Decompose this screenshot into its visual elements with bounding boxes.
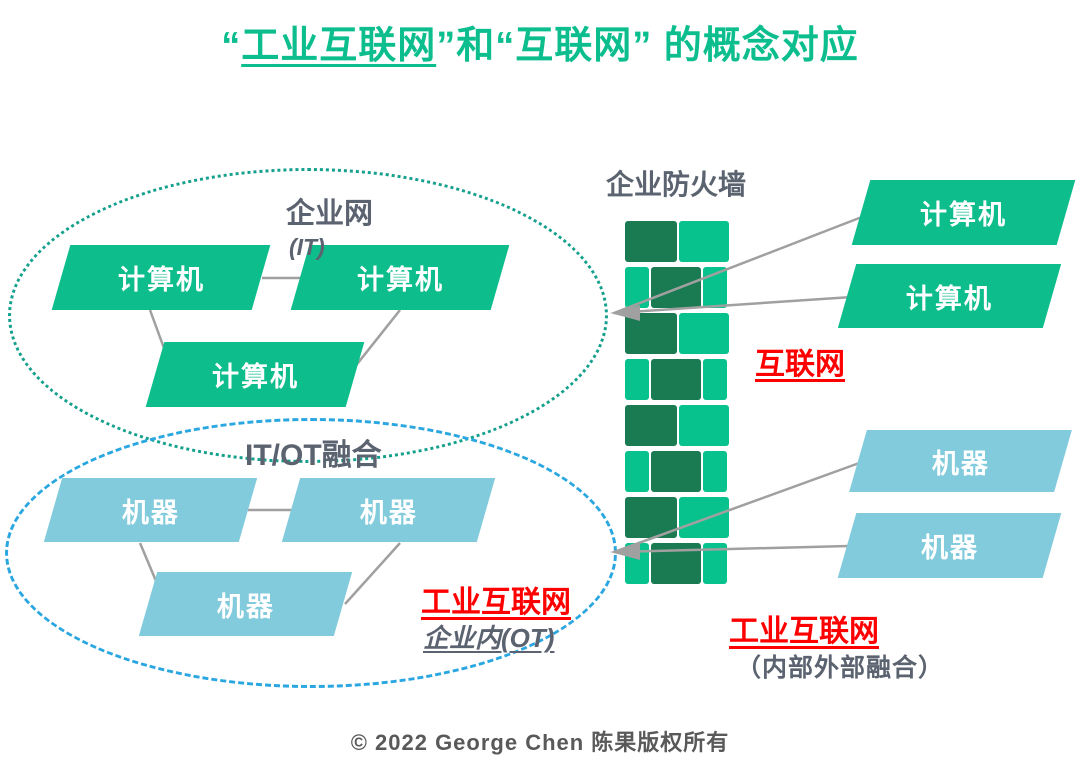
brick bbox=[625, 405, 677, 446]
machine-node-label: 机器 bbox=[931, 448, 990, 479]
brick-row bbox=[625, 313, 729, 354]
brick bbox=[651, 543, 701, 584]
brick-row bbox=[625, 221, 729, 262]
brick bbox=[703, 543, 727, 584]
brick-row bbox=[625, 497, 729, 538]
computer-node-label: 计算机 bbox=[117, 265, 205, 295]
brick bbox=[625, 313, 677, 354]
brick-row bbox=[625, 451, 729, 492]
copyright-text: © 2022 George Chen 陈果版权所有 bbox=[350, 730, 730, 755]
brick bbox=[703, 451, 727, 492]
brick-row bbox=[625, 359, 729, 400]
computer-node-label: 计算机 bbox=[211, 362, 299, 392]
brick bbox=[651, 359, 701, 400]
machine-node-label: 机器 bbox=[920, 533, 979, 563]
machine-node: 机器 bbox=[849, 430, 1072, 492]
computer-node: 计算机 bbox=[145, 342, 365, 407]
brick bbox=[703, 267, 727, 308]
brick bbox=[651, 267, 701, 308]
brick bbox=[625, 267, 649, 308]
industrial-internet-inner-label: 工业互联网 bbox=[421, 586, 571, 619]
brick-row bbox=[625, 267, 729, 308]
computer-node-label: 计算机 bbox=[920, 200, 1007, 230]
brick bbox=[625, 221, 677, 262]
computer-node: 计算机 bbox=[51, 245, 271, 310]
brick bbox=[625, 497, 677, 538]
computer-node-label: 计算机 bbox=[906, 283, 993, 314]
machine-node: 机器 bbox=[138, 572, 353, 636]
brick bbox=[679, 221, 729, 262]
firewall-label: 企业防火墙 bbox=[606, 169, 747, 200]
machine-node-label: 机器 bbox=[359, 497, 418, 528]
industrial-internet-label: 工业互联网 bbox=[729, 615, 879, 648]
brick-row bbox=[625, 543, 729, 584]
brick bbox=[679, 497, 729, 538]
brick bbox=[651, 451, 701, 492]
brick bbox=[625, 359, 649, 400]
firewall-wall bbox=[625, 221, 729, 584]
machine-node: 机器 bbox=[281, 478, 496, 542]
brick bbox=[679, 313, 729, 354]
computer-node-label: 计算机 bbox=[356, 265, 444, 295]
enterprise-network-sublabel: (IT) bbox=[289, 234, 325, 260]
brick bbox=[625, 543, 649, 584]
brick bbox=[703, 359, 727, 400]
title-industrial-internet: 工业互联网 bbox=[241, 25, 437, 67]
enterprise-ot-sublabel: 企业内(OT) bbox=[423, 623, 555, 653]
machine-node-label: 机器 bbox=[216, 591, 275, 622]
machine-node: 机器 bbox=[43, 478, 258, 542]
brick-row bbox=[625, 405, 729, 446]
title-tail: ” 的概念对应 bbox=[632, 25, 859, 67]
brick bbox=[625, 451, 649, 492]
enterprise-network-label: 企业网 bbox=[286, 198, 374, 230]
title-mid: ”和“ bbox=[436, 25, 516, 67]
title-open-quote: “ bbox=[221, 25, 242, 67]
brick bbox=[679, 405, 729, 446]
computer-node: 计算机 bbox=[851, 180, 1076, 245]
it-ot-fusion-label: IT/OT融合 bbox=[245, 439, 382, 472]
machine-node: 机器 bbox=[837, 513, 1062, 578]
internet-label: 互联网 bbox=[755, 348, 845, 381]
page-title: “工业互联网”和“互联网” 的概念对应 bbox=[0, 14, 1080, 69]
machine-node-label: 机器 bbox=[121, 497, 180, 528]
internal-external-fusion-sublabel: （内部外部融合） bbox=[736, 654, 945, 682]
title-internet: 互联网 bbox=[515, 25, 633, 67]
computer-node: 计算机 bbox=[837, 264, 1062, 328]
